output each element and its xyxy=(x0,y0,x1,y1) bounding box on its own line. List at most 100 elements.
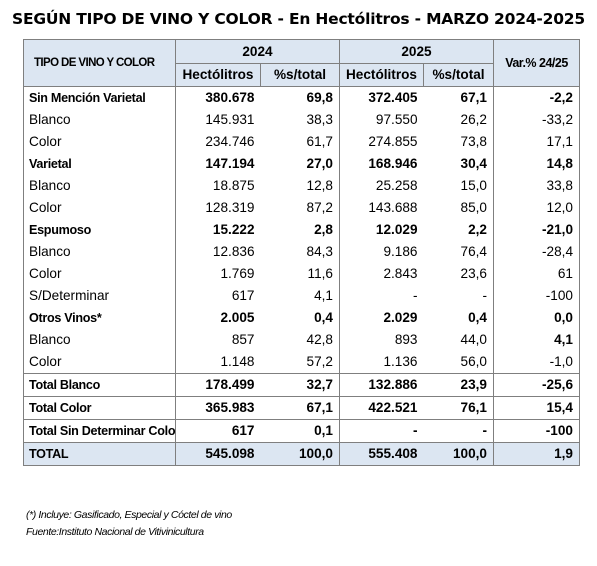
cell-hectolitros-2025: 2.029 xyxy=(383,310,418,325)
header-variation: Var.% 24/25 xyxy=(493,39,580,87)
cell-variation: -2,2 xyxy=(493,86,580,109)
table-row: Varietal 147.194 27,0 168.946 30,4 14,8 xyxy=(23,153,580,175)
cell-hectolitros-2025: - xyxy=(339,419,424,443)
cell-pct-2024: 4,1 xyxy=(260,285,340,307)
cell-type: Total Sin Determinar Color xyxy=(23,419,176,443)
cell-pct-2025: - xyxy=(423,419,494,443)
cell-hectolitros-2024: 617 xyxy=(231,288,255,303)
cell-hectolitros-2024: 380.678 xyxy=(175,86,261,109)
cell-hectolitros-2024: 1.769 xyxy=(220,266,255,281)
header-pct-2025: %s/total xyxy=(423,63,494,87)
cell-pct-2025: 15,0 xyxy=(423,175,494,197)
table-row: Otros Vinos* 2.005 0,4 2.029 0,4 0,0 xyxy=(23,307,580,329)
cell-variation: -100 xyxy=(493,419,580,443)
cell-pct-2025: 76,4 xyxy=(423,241,494,263)
cell-type: S/Determinar xyxy=(23,285,176,307)
cell-type: Color xyxy=(23,131,176,153)
cell-variation: -1,0 xyxy=(493,351,580,374)
table-row: Espumoso 15.222 2,8 12.029 2,2 -21,0 xyxy=(23,219,580,241)
cell-variation: -21,0 xyxy=(493,219,580,241)
cell-pct-2024: 42,8 xyxy=(260,329,340,351)
cell-pct-2025: - xyxy=(423,285,494,307)
cell-pct-2024: 11,6 xyxy=(260,263,340,285)
cell-pct-2024: 69,8 xyxy=(260,86,340,109)
cell-hectolitros-2024: 12.836 xyxy=(212,244,255,259)
cell-type: Blanco xyxy=(23,175,176,197)
cell-hectolitros-2024: 1.148 xyxy=(220,354,255,369)
table-row: Color 234.746 61,7 274.855 73,8 17,1 xyxy=(23,131,580,153)
table-row: Sin Mención Varietal 380.678 69,8 372.405 67… xyxy=(23,86,580,109)
total-cell-type: TOTAL xyxy=(23,442,176,466)
cell-variation: 4,1 xyxy=(493,329,580,351)
cell-type: Total Color xyxy=(23,396,176,420)
cell-pct-2024: 32,7 xyxy=(260,373,340,397)
header-hectolitros-2024: Hectólitros xyxy=(175,63,261,87)
total-cell-hectolitros-2025: 555.408 xyxy=(339,442,424,466)
cell-hectolitros-2025: 274.855 xyxy=(368,134,418,149)
cell-hectolitros-2025: 97.550 xyxy=(375,112,418,127)
cell-variation: 33,8 xyxy=(493,175,580,197)
total-cell-pct-2024: 100,0 xyxy=(260,442,340,466)
cell-hectolitros-2025: 168.946 xyxy=(368,156,418,171)
cell-type: Color xyxy=(23,263,176,285)
cell-pct-2024: 57,2 xyxy=(260,351,340,374)
table-row: Total Color 365.983 67,1 422.521 76,1 15,4 xyxy=(23,396,580,420)
cell-hectolitros-2024: 145.931 xyxy=(205,112,255,127)
cell-hectolitros-2025: 372.405 xyxy=(339,86,424,109)
cell-hectolitros-2024: 178.499 xyxy=(175,373,261,397)
cell-type: Varietal xyxy=(23,153,176,175)
cell-hectolitros-2024: 18.875 xyxy=(212,178,255,193)
cell-hectolitros-2025: 12.029 xyxy=(375,222,418,237)
cell-pct-2025: 23,9 xyxy=(423,373,494,397)
table-row: Blanco 145.931 38,3 97.550 26,2 -33,2 xyxy=(23,109,580,131)
table-title: SEGÚN TIPO DE VINO Y COLOR - En Hectólit… xyxy=(12,10,585,28)
table-row: Blanco 857 42,8 893 44,0 4,1 xyxy=(23,329,580,351)
footnote: (*) Incluye: Gasificado, Especial y Cóct… xyxy=(26,509,232,521)
cell-pct-2024: 38,3 xyxy=(260,109,340,131)
cell-pct-2025: 26,2 xyxy=(423,109,494,131)
cell-pct-2025: 2,2 xyxy=(423,219,494,241)
cell-type: Blanco xyxy=(23,329,176,351)
cell-hectolitros-2025: 1.136 xyxy=(383,354,418,369)
cell-variation: 61 xyxy=(493,263,580,285)
total-cell-hectolitros-2024: 545.098 xyxy=(175,442,261,466)
cell-pct-2024: 87,2 xyxy=(260,197,340,219)
cell-type: Otros Vinos* xyxy=(23,307,176,329)
cell-hectolitros-2025: 893 xyxy=(394,332,418,347)
cell-type: Total Blanco xyxy=(23,373,176,397)
cell-pct-2025: 56,0 xyxy=(423,351,494,374)
cell-type: Espumoso xyxy=(23,219,176,241)
cell-pct-2025: 23,6 xyxy=(423,263,494,285)
cell-pct-2025: 44,0 xyxy=(423,329,494,351)
source-note: Fuente:Instituto Nacional de Vitivinicul… xyxy=(26,526,204,538)
cell-pct-2025: 0,4 xyxy=(423,307,494,329)
cell-pct-2024: 12,8 xyxy=(260,175,340,197)
cell-pct-2024: 2,8 xyxy=(260,219,340,241)
table-row: Total Sin Determinar Color 617 0,1- - -100 xyxy=(23,419,580,443)
cell-variation: 15,4 xyxy=(493,396,580,420)
cell-variation: -28,4 xyxy=(493,241,580,263)
cell-pct-2025: 67,1 xyxy=(423,86,494,109)
cell-type: Sin Mención Varietal xyxy=(23,86,176,109)
cell-pct-2025: 76,1 xyxy=(423,396,494,420)
cell-hectolitros-2024: 147.194 xyxy=(205,156,255,171)
cell-type: Color xyxy=(23,197,176,219)
cell-pct-2024: 67,1 xyxy=(260,396,340,420)
table-row: S/Determinar 617 4,1- - -100 xyxy=(23,285,580,307)
cell-pct-2024: 0,4 xyxy=(260,307,340,329)
cell-hectolitros-2025: 422.521 xyxy=(339,396,424,420)
cell-hectolitros-2024: 617 xyxy=(175,419,261,443)
total-cell-pct-2025: 100,0 xyxy=(423,442,494,466)
cell-hectolitros-2024: 2.005 xyxy=(220,310,255,325)
table-row: Total Blanco 178.499 32,7 132.886 23,9 -25,6 xyxy=(23,373,580,397)
total-cell-variation: 1,9 xyxy=(493,442,580,466)
cell-pct-2025: 73,8 xyxy=(423,131,494,153)
cell-hectolitros-2024: 128.319 xyxy=(205,200,255,215)
cell-type: Color xyxy=(23,351,176,374)
cell-pct-2024: 27,0 xyxy=(260,153,340,175)
cell-hectolitros-2025: 2.843 xyxy=(383,266,418,281)
table-row: Color 128.319 87,2 143.688 85,0 12,0 xyxy=(23,197,580,219)
cell-pct-2025: 85,0 xyxy=(423,197,494,219)
table-body: Sin Mención Varietal 380.678 69,8 372.405 67… xyxy=(23,86,580,466)
cell-variation: 17,1 xyxy=(493,131,580,153)
